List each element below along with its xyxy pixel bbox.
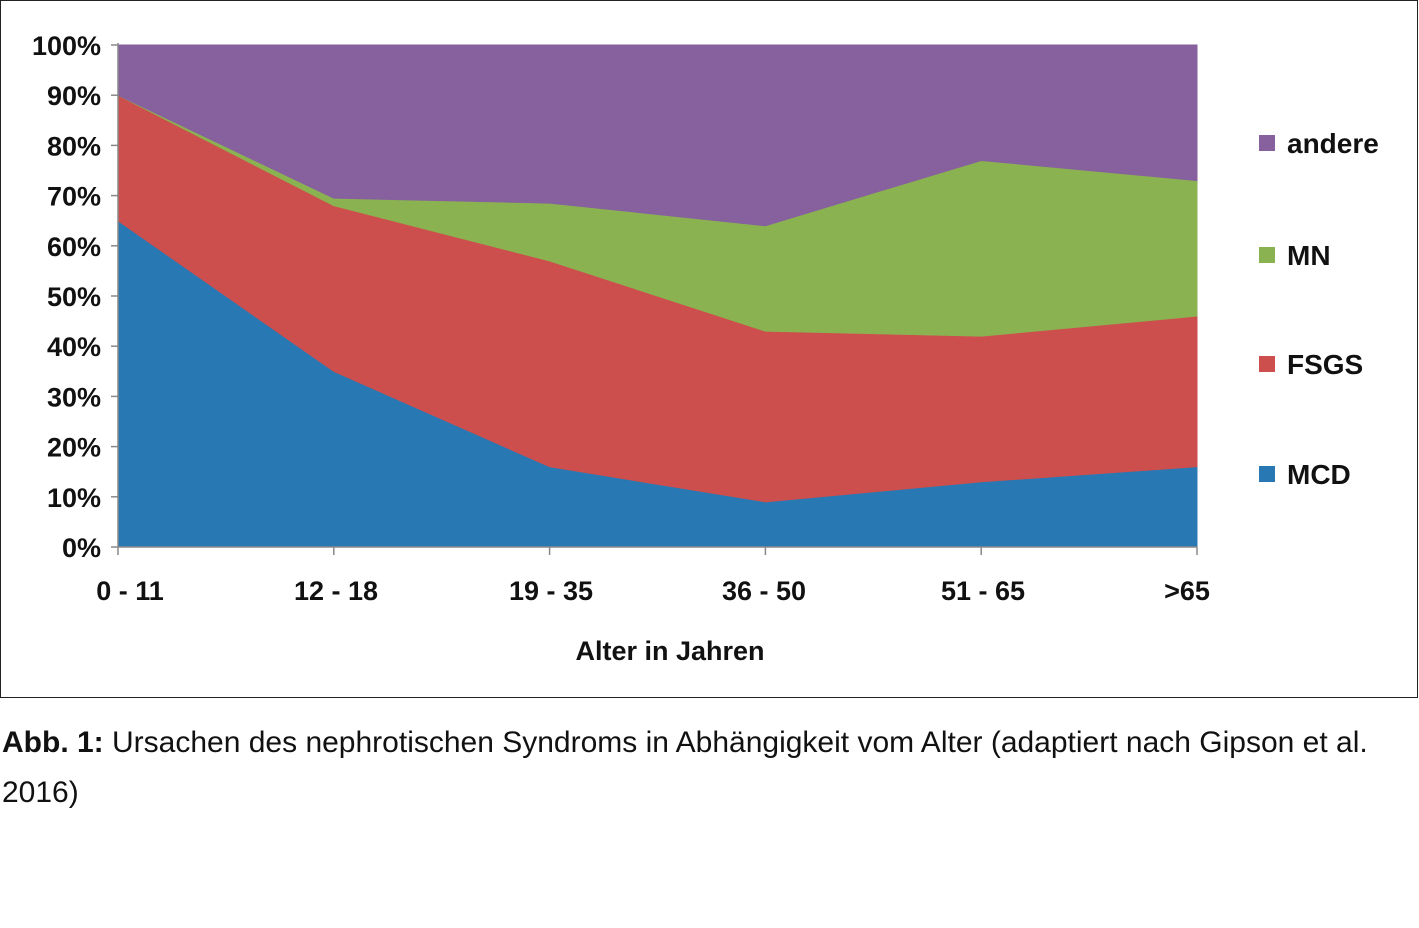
y-tick-label: 70% — [47, 182, 101, 212]
legend-swatch-mcd — [1259, 466, 1275, 482]
legend-label-mn: MN — [1287, 240, 1331, 271]
axes-group — [111, 43, 1198, 555]
y-tick-label: 20% — [47, 433, 101, 463]
y-tick-label: 90% — [47, 81, 101, 111]
x-tick-label: 0 - 11 — [96, 576, 164, 606]
legend-label-andere: andere — [1287, 128, 1379, 159]
legend-swatch-mn — [1259, 247, 1275, 263]
x-tick-label: 19 - 35 — [509, 576, 593, 606]
y-tick-label: 60% — [47, 232, 101, 262]
y-tick-label: 40% — [47, 332, 101, 362]
area-series-group — [117, 44, 1198, 548]
x-tick-label: >65 — [1164, 576, 1210, 606]
legend-swatch-fsgs — [1259, 356, 1275, 372]
x-axis-title: Alter in Jahren — [575, 636, 764, 666]
legend-label-mcd: MCD — [1287, 459, 1351, 490]
y-tick-label: 0% — [62, 533, 101, 563]
x-tick-label: 12 - 18 — [294, 576, 378, 606]
legend-label-fsgs: FSGS — [1287, 349, 1363, 380]
y-tick-label: 80% — [47, 131, 101, 161]
caption-label: Abb. 1: — [2, 726, 104, 759]
stacked-area-chart: 0% 10% 20% 30% 40% 50% 60% 70% 80% 90% 100% 0 - 11… — [32, 31, 1379, 666]
x-tick-label: 36 - 50 — [722, 576, 806, 606]
legend-swatch-andere — [1259, 135, 1275, 151]
y-tick-label: 50% — [47, 282, 101, 312]
y-tick-labels: 0% 10% 20% 30% 40% 50% 60% 70% 80% 90% 100% — [32, 31, 101, 563]
x-tick-label: 51 - 65 — [941, 576, 1025, 606]
x-tick-labels: 0 - 11 12 - 18 19 - 35 36 - 50 51 - 65 >65 — [96, 576, 1210, 606]
caption-text: Ursachen des nephrotischen Syndroms in A… — [2, 726, 1368, 809]
y-tick-label: 30% — [47, 382, 101, 412]
y-tick-label: 100% — [32, 31, 101, 61]
y-tick-label: 10% — [47, 483, 101, 513]
area-andere — [117, 44, 1198, 227]
figure-caption: Abb. 1: Ursachen des nephrotischen Syndr… — [2, 718, 1412, 818]
legend: andere MN FSGS MCD — [1259, 128, 1379, 490]
